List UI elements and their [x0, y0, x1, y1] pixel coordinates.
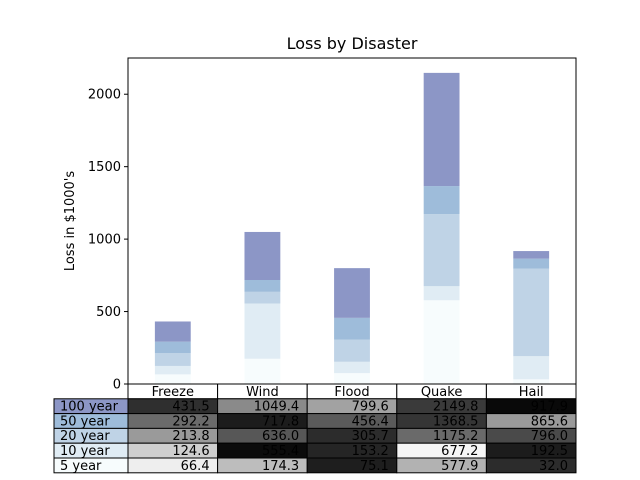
- table-cell-value: 153.2: [352, 444, 389, 459]
- bar-20-year-freeze: [154, 353, 191, 366]
- table-cell-value: 305.7: [352, 429, 389, 444]
- bar-10-year-freeze: [154, 365, 191, 375]
- y-tick-label: 1000: [88, 233, 121, 248]
- bar-20-year-hail: [513, 268, 550, 357]
- bar-100-year-flood: [334, 268, 370, 318]
- table-cell-value: 292.2: [172, 414, 209, 429]
- table-cell-value: 917.9: [531, 400, 568, 415]
- bar-100-year-freeze: [154, 321, 191, 342]
- table-row-label: 10 year: [60, 444, 110, 459]
- plot-area: [127, 57, 577, 385]
- table-cell-value: 66.4: [181, 459, 210, 474]
- table-cell-value: 2149.8: [433, 400, 479, 415]
- table-column-header: Wind: [246, 385, 279, 400]
- y-tick-label: 500: [96, 305, 121, 320]
- bar-50-year-quake: [423, 186, 460, 215]
- table-cell-value: 717.8: [262, 414, 299, 429]
- table-cell: [485, 457, 577, 474]
- y-tick-label: 2000: [88, 88, 121, 103]
- bar-50-year-wind: [244, 279, 281, 292]
- table-cell-value: 865.6: [531, 414, 568, 429]
- table-cell-value: 796.0: [531, 429, 568, 444]
- bar-10-year-wind: [244, 303, 281, 359]
- bar-5-year-wind: [244, 358, 281, 384]
- chart-title: Loss by Disaster: [287, 34, 418, 53]
- table-row-label: 100 year: [60, 400, 119, 415]
- bar-5-year-hail: [513, 379, 550, 384]
- table-cell-value: 174.3: [262, 459, 299, 474]
- bar-5-year-quake: [423, 300, 460, 384]
- table-column-header: Freeze: [152, 385, 194, 400]
- bar-20-year-flood: [334, 339, 370, 362]
- table-column-header: Flood: [334, 385, 369, 400]
- y-tick-label: 1500: [88, 160, 121, 175]
- table-cell-value: 1175.2: [433, 429, 479, 444]
- table-row-label: 50 year: [60, 414, 110, 429]
- table-row-label: 20 year: [60, 429, 110, 444]
- table-cell-value: 577.9: [441, 459, 478, 474]
- table-cell-value: 431.5: [172, 400, 209, 415]
- data-table: Freeze Wind Flood Quake Hail 100 year 431.5 104…: [53, 383, 577, 474]
- bar-50-year-freeze: [154, 341, 191, 354]
- table-cell-value: 213.8: [172, 429, 209, 444]
- bar-5-year-freeze: [154, 374, 191, 384]
- bar-20-year-quake: [423, 214, 460, 287]
- y-axis: 0 500 1000 1500 2000: [88, 88, 128, 393]
- bar-20-year-wind: [244, 291, 281, 304]
- bar-100-year-hail: [513, 251, 550, 259]
- bar-5-year-flood: [334, 373, 370, 384]
- y-tick-label: 0: [113, 378, 121, 393]
- table-cell-value: 1368.5: [433, 414, 479, 429]
- bar-10-year-quake: [423, 286, 460, 301]
- table-cell-value: 636.0: [262, 429, 299, 444]
- bar-50-year-flood: [334, 317, 370, 340]
- table-cell-value: 32.0: [539, 459, 568, 474]
- table-cell-value: 799.6: [352, 400, 389, 415]
- bar-10-year-flood: [334, 361, 370, 374]
- table-cell-value: 124.6: [172, 444, 209, 459]
- table-column-header: Quake: [421, 385, 463, 400]
- table-cell-value: 555.4: [262, 444, 299, 459]
- table-cell-value: 1049.4: [254, 400, 300, 415]
- table-cell-value: 75.1: [360, 459, 389, 474]
- table-column-header: Hail: [519, 385, 544, 400]
- table-cell-value: 677.2: [441, 444, 478, 459]
- table-cell-value: 456.4: [352, 414, 389, 429]
- y-axis-label: Loss in $1000's: [63, 171, 78, 272]
- table-cell-value: 192.5: [531, 444, 568, 459]
- bar-10-year-hail: [513, 356, 550, 380]
- table-row-label: 5 year: [60, 459, 102, 474]
- bar-100-year-wind: [244, 231, 281, 280]
- bar-100-year-quake: [423, 72, 460, 187]
- bar-50-year-hail: [513, 258, 550, 269]
